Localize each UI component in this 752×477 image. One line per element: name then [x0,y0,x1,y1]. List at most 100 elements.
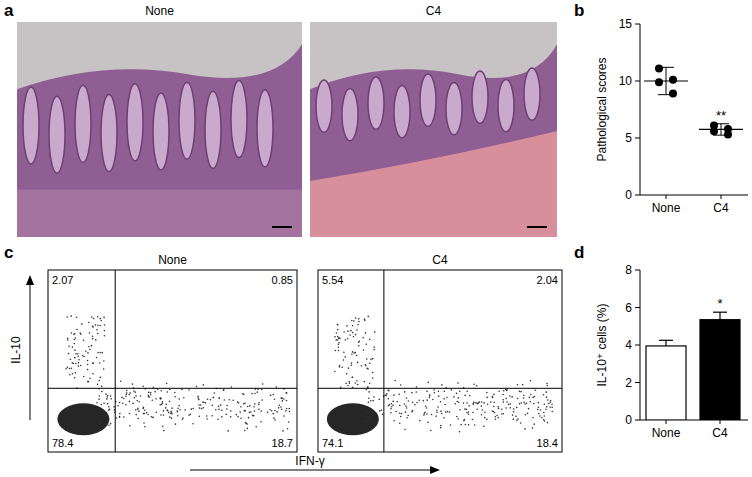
event-dot [351,320,353,322]
event-dot [134,397,136,399]
event-dot [150,392,152,394]
event-dot [99,352,101,354]
event-dot [140,395,142,397]
event-dot [166,383,168,385]
event-dot [132,383,134,385]
event-dot [451,389,453,391]
event-dot [502,401,504,403]
panel-label: c [4,243,13,262]
event-dot [77,356,79,358]
event-dot [527,413,529,415]
event-dot [267,412,269,414]
x-tick [666,420,667,424]
event-dot [370,400,372,402]
event-dot [543,394,545,396]
event-dot [351,353,353,355]
event-dot [362,337,364,339]
event-dot [123,398,125,400]
event-dot [89,349,91,351]
event-dot [510,407,512,409]
event-dot [511,396,513,398]
event-dot [343,351,345,353]
event-dot [494,412,496,414]
event-dot [408,400,410,402]
event-dot [352,332,354,334]
event-dot [423,400,425,402]
event-dot [382,414,384,416]
event-dot [464,408,466,410]
event-dot [244,430,246,432]
event-dot [245,422,247,424]
event-dot [437,406,439,408]
event-dot [349,382,351,384]
event-dot [258,408,260,410]
event-dot [181,389,183,391]
event-dot [136,400,138,402]
event-dot [247,406,249,408]
event-dot [372,377,374,379]
event-dot [74,337,76,339]
event-dot [545,391,547,393]
event-dot [144,426,146,428]
event-dot [85,350,87,352]
event-dot [538,413,540,415]
event-dot [282,430,284,432]
event-dot [551,406,553,408]
event-dot [226,408,228,410]
event-dot [177,411,179,413]
event-dot [472,412,474,414]
event-dot [174,392,176,394]
error-cap [713,312,727,313]
event-dot [405,405,407,407]
event-dot [379,410,381,412]
plot-area [57,315,290,435]
event-dot [502,399,504,401]
event-dot [426,413,428,415]
y-tick [635,307,640,308]
event-dot [273,394,275,396]
event-dot [493,401,495,403]
event-dot [519,391,521,393]
event-dot [125,393,127,395]
event-dot [230,416,232,418]
event-dot [543,419,545,421]
error-bar [658,67,674,94]
event-dot [171,412,173,414]
x-tick-label: None [652,201,681,215]
data-point [669,90,677,98]
event-dot [517,418,519,420]
event-dot [97,352,99,354]
event-dot [239,411,241,413]
event-dot [168,412,170,414]
event-dot [188,389,190,391]
event-dot [339,337,341,339]
event-dot [459,390,461,392]
event-dot [97,333,99,335]
event-dot [517,384,519,386]
event-dot [431,414,433,416]
event-dot [447,411,449,413]
event-dot [87,360,89,362]
quadrant-value: 78.4 [52,437,73,449]
event-dot [406,407,408,409]
event-dot [366,411,368,413]
muscle-layer [310,131,557,237]
event-dot [242,393,244,395]
event-dot [201,408,203,410]
quadrant-line [318,388,562,389]
event-dot [228,399,230,401]
plot-title: C4 [432,253,448,267]
event-dot [484,411,486,413]
event-dot [548,403,550,405]
event-dot [505,407,507,409]
event-dot [91,345,93,347]
event-dot [101,386,103,388]
event-dot [427,422,429,424]
event-dot [551,411,553,413]
data-point [655,78,663,86]
event-dot [121,397,123,399]
event-dot [238,402,240,404]
event-dot [432,399,434,401]
event-dot [91,316,93,318]
event-dot [356,355,358,357]
